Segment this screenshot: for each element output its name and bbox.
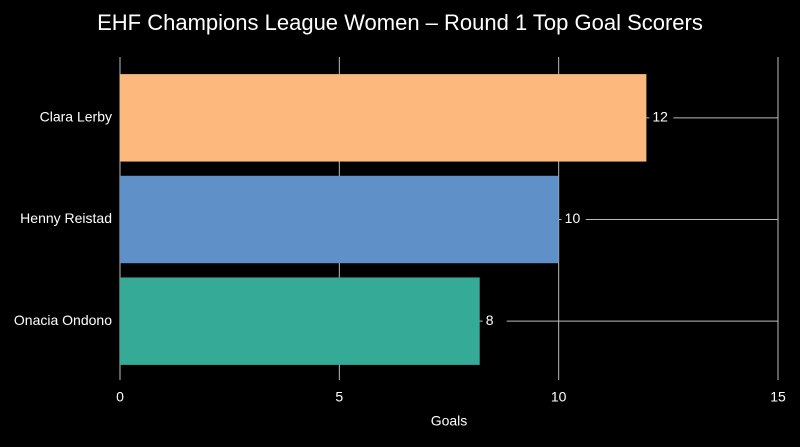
chart-title: EHF Champions League Women – Round 1 Top… bbox=[97, 10, 703, 35]
x-tick-label: 15 bbox=[770, 389, 786, 405]
value-label: 12 bbox=[652, 109, 668, 125]
value-label: 10 bbox=[565, 210, 581, 226]
label-bg bbox=[561, 209, 586, 230]
x-axis-label: Goals bbox=[431, 413, 468, 429]
bar bbox=[120, 74, 647, 162]
label-bg bbox=[649, 107, 674, 128]
label-bg bbox=[482, 311, 507, 332]
y-tick-label: Henny Reistad bbox=[20, 210, 112, 226]
bar bbox=[120, 175, 559, 264]
x-tick-label: 0 bbox=[116, 389, 124, 405]
bar bbox=[120, 277, 480, 365]
y-tick-label: Clara Lerby bbox=[40, 109, 112, 125]
y-tick-label: Onacia Ondono bbox=[14, 312, 112, 328]
x-tick-label: 10 bbox=[551, 389, 567, 405]
x-tick-label: 5 bbox=[335, 389, 343, 405]
value-label: 8 bbox=[486, 312, 494, 328]
